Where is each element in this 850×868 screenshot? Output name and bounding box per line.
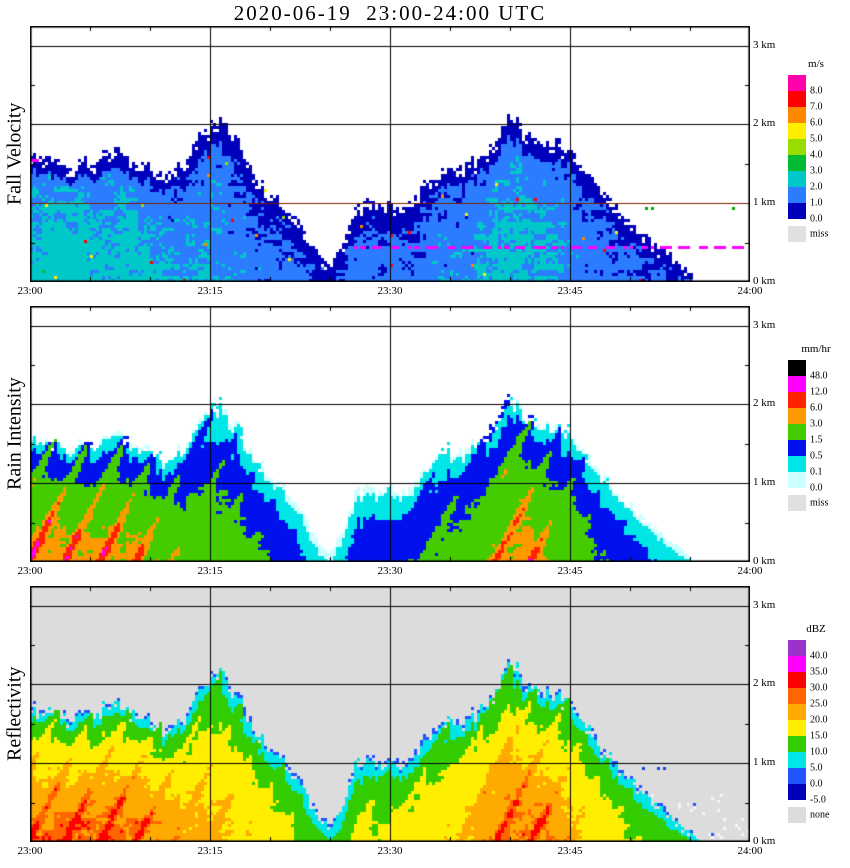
colorbar-cell <box>788 155 806 171</box>
colorbar-cell <box>788 408 806 424</box>
colorbar-tick-label: 15.0 <box>810 730 828 742</box>
colorbar-tick-label: 1.5 <box>810 434 823 446</box>
colorbar-cell <box>788 360 806 376</box>
y-tick-label: 3 km <box>753 318 776 331</box>
colorbar-tick-label: 5.0 <box>810 762 823 774</box>
colorbar-cell <box>788 472 806 488</box>
x-tick-label: 23:15 <box>197 565 223 577</box>
colorbar-unit-label: m/s <box>808 58 824 70</box>
colorbar-cell <box>788 392 806 408</box>
colorbar-tick-label: 2.0 <box>810 181 823 193</box>
y-tick-label: 0 km <box>753 275 776 287</box>
colorbar-tick-label: 6.0 <box>810 117 823 129</box>
colorbar-tick-label: 20.0 <box>810 714 828 726</box>
reflectivity-heatmap-canvas <box>30 586 750 842</box>
colorbar-missing-label: miss <box>810 497 829 509</box>
colorbar-tick-label: 0.5 <box>810 450 823 462</box>
colorbar-cell <box>788 752 806 768</box>
colorbar-tick-label: 12.0 <box>810 386 828 398</box>
colorbar-cell <box>788 672 806 688</box>
x-tick-label: 23:45 <box>557 565 583 577</box>
colorbar-cell <box>788 91 806 107</box>
y-tick-label: 0 km <box>753 555 776 567</box>
colorbar-unit-label: mm/hr <box>801 343 831 355</box>
y-tick-label: 1 km <box>753 756 776 769</box>
colorbar-tick-label: 5.0 <box>810 133 823 145</box>
colorbar-cell <box>788 123 806 139</box>
colorbar-cell <box>788 656 806 672</box>
colorbar-tick-label: 1.0 <box>810 197 823 209</box>
x-tick-label: 23:00 <box>17 845 43 857</box>
colorbar-missing-cell <box>788 807 806 823</box>
colorbar-tick-label: 8.0 <box>810 85 823 97</box>
colorbar-unit-label: dBZ <box>806 623 826 635</box>
x-tick-label: 23:30 <box>377 845 403 857</box>
colorbar-tick-label: 30.0 <box>810 682 828 694</box>
x-tick-label: 23:15 <box>197 285 223 297</box>
x-tick-label: 23:30 <box>377 285 403 297</box>
colorbar-tick-label: 7.0 <box>810 101 823 113</box>
colorbar-tick-label: 10.0 <box>810 746 828 758</box>
colorbar-cell <box>788 784 806 800</box>
colorbar-tick-label: 35.0 <box>810 666 828 678</box>
x-tick-label: 24:00 <box>737 285 763 297</box>
y-tick-label: 3 km <box>753 38 776 51</box>
colorbar-missing-cell <box>788 226 806 242</box>
panel-label-reflectivity: Reflectivity <box>3 666 26 762</box>
colorbar-tick-label: 0.1 <box>810 466 823 478</box>
colorbar-cell <box>788 376 806 392</box>
colorbar-cell <box>788 640 806 656</box>
panel-label-rain-intensity: Rain Intensity <box>3 377 26 491</box>
y-tick-label: 2 km <box>753 677 776 690</box>
colorbar-cell <box>788 203 806 219</box>
colorbar-tick-label: 3.0 <box>810 418 823 430</box>
y-tick-label: 2 km <box>753 397 776 410</box>
colorbar-tick-label: 0.0 <box>810 213 823 225</box>
y-tick-label: 1 km <box>753 196 776 209</box>
colorbar-cell <box>788 139 806 155</box>
colorbar-tick-label: -5.0 <box>810 794 826 806</box>
colorbar-cell <box>788 704 806 720</box>
x-tick-label: 23:45 <box>557 285 583 297</box>
colorbar-cell <box>788 75 806 91</box>
colorbar-cell <box>788 720 806 736</box>
colorbar-tick-label: 4.0 <box>810 149 823 161</box>
rain-intensity-heatmap-canvas <box>30 306 750 562</box>
colorbar-tick-label: 6.0 <box>810 402 823 414</box>
x-tick-label: 23:00 <box>17 285 43 297</box>
fall-velocity-heatmap-canvas <box>30 26 750 282</box>
x-tick-label: 23:00 <box>17 565 43 577</box>
colorbar-tick-label: 40.0 <box>810 650 828 662</box>
x-tick-label: 24:00 <box>737 565 763 577</box>
colorbar-tick-label: 3.0 <box>810 165 823 177</box>
figure-title: 2020-06-19 23:00-24:00 UTC <box>233 1 547 25</box>
colorbar-cell <box>788 424 806 440</box>
colorbar-cell <box>788 456 806 472</box>
x-tick-label: 24:00 <box>737 845 763 857</box>
y-tick-label: 1 km <box>753 476 776 489</box>
x-tick-label: 23:15 <box>197 845 223 857</box>
colorbar-cell <box>788 440 806 456</box>
colorbar-tick-label: 25.0 <box>810 698 828 710</box>
colorbar-cell <box>788 768 806 784</box>
colorbar-tick-label: 0.0 <box>810 482 823 494</box>
colorbar-missing-label: miss <box>810 228 829 240</box>
colorbar-tick-label: 48.0 <box>810 370 828 382</box>
y-tick-label: 2 km <box>753 117 776 130</box>
colorbar-cell <box>788 171 806 187</box>
x-tick-label: 23:45 <box>557 845 583 857</box>
colorbar-cell <box>788 736 806 752</box>
panel-label-fall-velocity: Fall Velocity <box>3 102 26 206</box>
colorbar-cell <box>788 107 806 123</box>
x-tick-label: 23:30 <box>377 565 403 577</box>
colorbar-cell <box>788 187 806 203</box>
colorbar-cell <box>788 688 806 704</box>
colorbar-missing-cell <box>788 495 806 511</box>
colorbar-missing-label: none <box>810 809 830 821</box>
y-tick-label: 0 km <box>753 835 776 847</box>
colorbar-tick-label: 0.0 <box>810 778 823 790</box>
y-tick-label: 3 km <box>753 598 776 611</box>
